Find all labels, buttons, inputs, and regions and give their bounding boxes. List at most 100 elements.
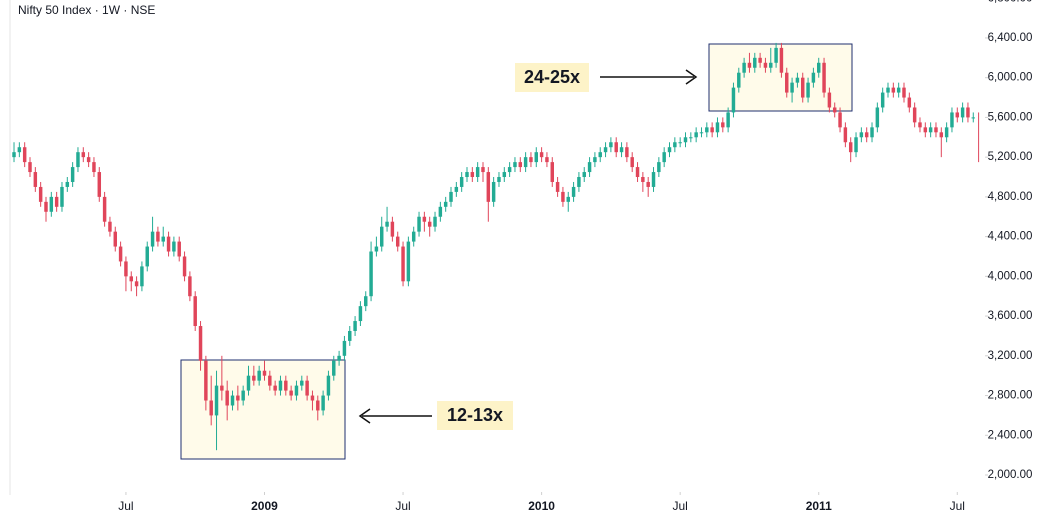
candle-body xyxy=(939,132,944,138)
candle-body xyxy=(76,152,80,168)
candle-body xyxy=(262,370,267,376)
annotation-bg xyxy=(437,401,513,430)
candle-body xyxy=(614,142,618,153)
candle-body xyxy=(459,177,464,187)
candle-body xyxy=(646,181,650,187)
candle-body xyxy=(673,142,677,148)
candle-body xyxy=(337,355,341,361)
candle-body xyxy=(555,181,560,192)
candle-body xyxy=(12,152,16,158)
x-tick-label: 2009 xyxy=(251,499,278,513)
y-tick-label: 4,000.00 xyxy=(988,270,1033,282)
candle-body xyxy=(779,47,784,73)
candle-body xyxy=(236,395,240,401)
candle-body xyxy=(92,162,96,173)
annotation: 12-13x xyxy=(447,405,503,425)
candle-body xyxy=(294,385,299,396)
candle-body xyxy=(678,142,682,144)
candle-body xyxy=(896,87,901,93)
candle-body xyxy=(401,246,405,282)
candle-body xyxy=(257,370,261,381)
candle-body xyxy=(513,162,517,168)
candle-body xyxy=(470,172,475,178)
candle-body xyxy=(422,216,427,222)
candle-body xyxy=(97,172,102,197)
candle-body xyxy=(587,162,592,173)
candle-body xyxy=(854,137,858,153)
candle-body xyxy=(268,375,272,386)
candle-body xyxy=(726,112,730,128)
y-tick-label: 4,400.00 xyxy=(988,231,1033,243)
candle-body xyxy=(54,196,59,207)
candle-body xyxy=(102,196,107,222)
y-tick-label: 2,800.00 xyxy=(988,390,1033,402)
candle-body xyxy=(790,82,794,93)
candle-body xyxy=(225,390,229,406)
candle-body xyxy=(806,82,810,98)
candle-body xyxy=(156,231,160,242)
candle-body xyxy=(395,236,400,247)
candle-body xyxy=(795,77,800,83)
candle-body xyxy=(70,167,75,182)
candle-body xyxy=(278,380,283,391)
candle-body xyxy=(491,181,496,202)
candle-body xyxy=(385,221,389,227)
candle-body xyxy=(390,221,395,237)
candle-body xyxy=(934,127,938,133)
candle-body xyxy=(326,375,331,396)
candle-body xyxy=(321,395,325,411)
candle-body xyxy=(134,281,139,287)
candle-body xyxy=(166,236,171,252)
candle-body xyxy=(374,246,379,252)
candle-body xyxy=(38,186,43,202)
candle-body xyxy=(44,201,48,212)
candle-body xyxy=(454,186,459,192)
candle-body xyxy=(785,72,789,93)
candle-body xyxy=(145,246,149,267)
candle-body xyxy=(300,380,304,386)
candle-body xyxy=(577,177,581,187)
candle-body xyxy=(273,385,277,391)
candle-body xyxy=(129,276,133,282)
candle-body xyxy=(342,340,347,356)
candle-body xyxy=(523,157,528,168)
candle-body xyxy=(209,400,213,416)
candle-body xyxy=(140,266,144,287)
candle-body xyxy=(198,326,203,361)
candle-body xyxy=(737,72,741,88)
candle-body xyxy=(662,152,666,163)
candle-body xyxy=(705,127,709,133)
candle-body xyxy=(694,132,698,138)
candle-body xyxy=(443,201,448,207)
candle-body xyxy=(316,400,320,411)
candle-body xyxy=(486,172,491,202)
candle-body xyxy=(17,147,22,153)
candle-body xyxy=(86,157,91,163)
candle-body xyxy=(971,117,976,119)
candle-body xyxy=(28,162,32,173)
candle-body xyxy=(305,380,309,396)
candle-body xyxy=(923,127,928,133)
candle-body xyxy=(950,112,954,128)
candle-body xyxy=(545,157,549,163)
candle-body xyxy=(710,127,714,133)
candle-body xyxy=(172,241,176,252)
candle-body xyxy=(838,112,842,128)
candle-body xyxy=(310,395,315,401)
candle-body xyxy=(411,231,416,242)
candle-body xyxy=(816,62,821,73)
candle-body xyxy=(598,152,602,158)
candle-body xyxy=(758,57,762,63)
candle-body xyxy=(230,395,235,406)
candle-body xyxy=(593,157,597,163)
candle-body xyxy=(289,390,293,396)
candle-body xyxy=(683,137,688,143)
candle-body xyxy=(475,167,480,178)
candle-body xyxy=(449,191,453,202)
arrow-head xyxy=(685,69,698,85)
annotation: 24-25x xyxy=(524,67,580,87)
candle-body xyxy=(753,57,757,68)
candle-body xyxy=(332,360,336,376)
candle-body xyxy=(348,330,352,341)
